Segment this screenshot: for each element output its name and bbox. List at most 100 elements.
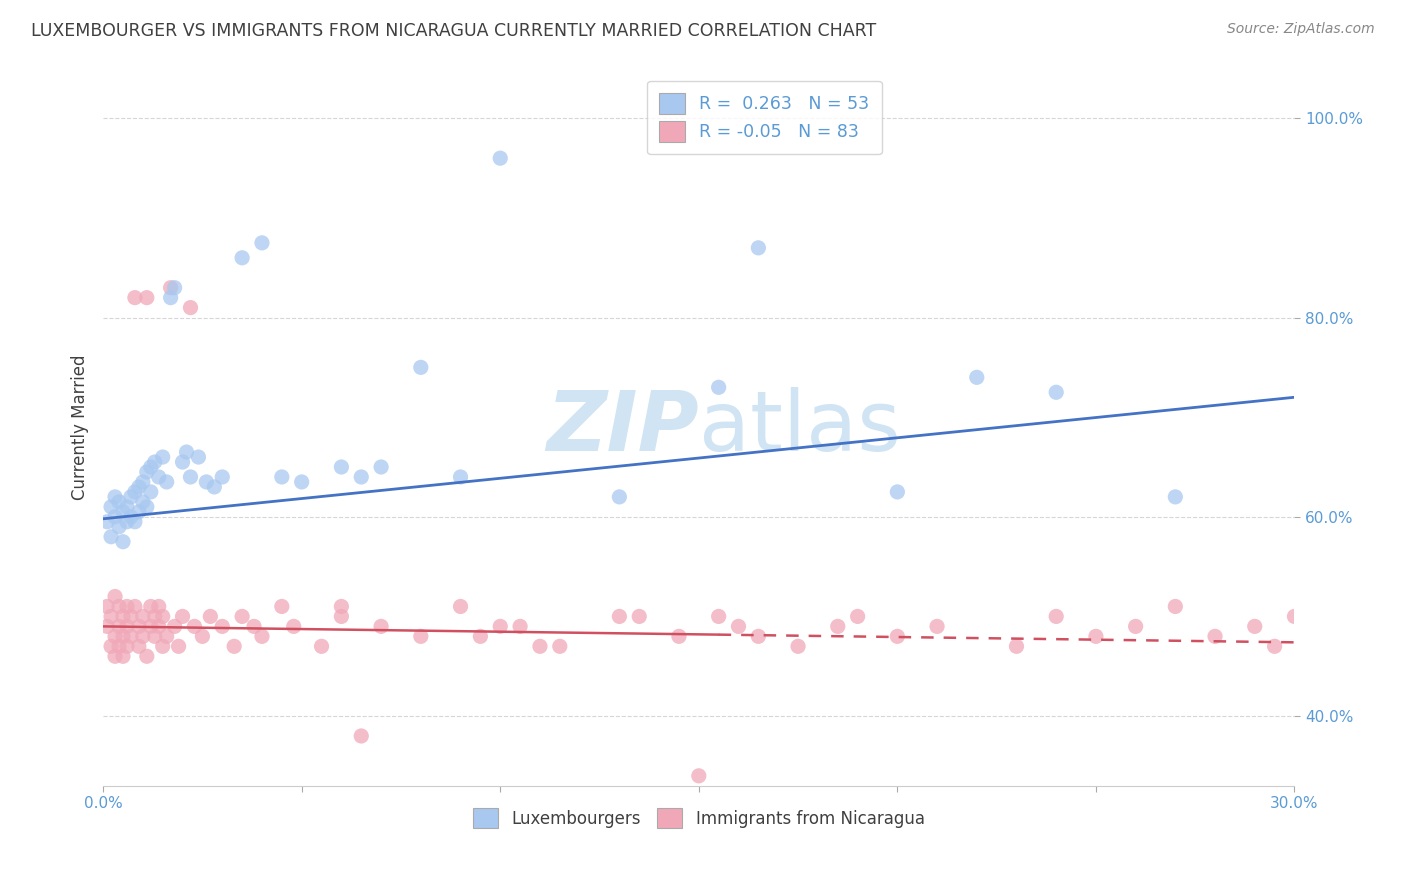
Point (707, 609, 730, 624)
Point (450, 599, 472, 614)
Point (128, 619, 150, 633)
Point (1164, 599, 1187, 614)
Point (115, 619, 138, 633)
Point (270, 470, 292, 484)
Point (409, 629, 432, 643)
Point (1264, 640, 1286, 654)
Point (132, 475, 155, 489)
Point (283, 619, 305, 633)
Point (183, 619, 205, 633)
Point (128, 480, 150, 494)
Point (470, 629, 492, 643)
Legend: Luxembourgers, Immigrants from Nicaragua: Luxembourgers, Immigrants from Nicaragua (467, 801, 931, 835)
Point (172, 455, 194, 469)
Point (120, 629, 142, 643)
Point (148, 619, 170, 633)
Point (330, 599, 353, 614)
Point (548, 640, 571, 654)
Point (350, 729, 373, 743)
Point (132, 495, 155, 509)
Point (128, 505, 150, 519)
Point (115, 515, 138, 529)
Point (1084, 629, 1107, 643)
Point (104, 649, 127, 664)
Point (124, 515, 146, 529)
Point (108, 495, 131, 509)
Point (224, 640, 246, 654)
Point (1005, 640, 1028, 654)
Text: LUXEMBOURGER VS IMMIGRANTS FROM NICARAGUA CURRENTLY MARRIED CORRELATION CHART: LUXEMBOURGER VS IMMIGRANTS FROM NICARAGU… (31, 22, 876, 40)
Point (124, 484, 146, 499)
Point (211, 619, 233, 633)
Point (108, 619, 131, 633)
Point (489, 151, 512, 165)
Point (1243, 619, 1265, 633)
Point (489, 619, 512, 633)
Text: ZIP: ZIP (546, 386, 699, 467)
Point (163, 281, 186, 295)
Point (409, 360, 432, 375)
Point (191, 629, 214, 643)
Point (202, 480, 225, 494)
Point (1045, 609, 1067, 624)
Text: Source: ZipAtlas.com: Source: ZipAtlas.com (1227, 22, 1375, 37)
Point (846, 609, 869, 624)
Point (111, 649, 134, 664)
Point (1284, 609, 1306, 624)
Point (104, 629, 127, 643)
Point (1164, 490, 1187, 504)
Point (96, 515, 118, 529)
Point (111, 534, 134, 549)
Point (163, 619, 186, 633)
Point (350, 470, 373, 484)
Point (135, 649, 157, 664)
Point (156, 475, 179, 489)
Point (172, 609, 194, 624)
Point (311, 640, 333, 654)
Point (135, 291, 157, 305)
Point (156, 629, 179, 643)
Point (195, 475, 218, 489)
Point (139, 619, 162, 633)
Point (330, 460, 353, 475)
Point (291, 475, 314, 489)
Point (827, 619, 849, 633)
Point (925, 619, 948, 633)
Point (100, 640, 122, 654)
Point (120, 609, 142, 624)
Point (148, 470, 170, 484)
Point (135, 465, 157, 479)
Point (668, 629, 690, 643)
Point (187, 450, 209, 464)
Point (100, 609, 122, 624)
Point (727, 619, 749, 633)
Point (747, 629, 769, 643)
Point (370, 619, 392, 633)
Point (509, 619, 531, 633)
Point (100, 530, 122, 544)
Point (120, 509, 142, 524)
Point (370, 460, 392, 475)
Point (143, 455, 166, 469)
Point (108, 640, 131, 654)
Point (108, 599, 131, 614)
Point (152, 640, 174, 654)
Point (148, 599, 170, 614)
Point (231, 609, 253, 624)
Point (100, 500, 122, 514)
Point (152, 450, 174, 464)
Point (152, 609, 174, 624)
Point (124, 599, 146, 614)
Point (115, 599, 138, 614)
Point (179, 301, 201, 315)
Point (231, 251, 253, 265)
Point (104, 590, 127, 604)
Point (1125, 619, 1147, 633)
Point (330, 609, 353, 624)
Point (179, 470, 201, 484)
Point (628, 609, 651, 624)
Point (115, 640, 138, 654)
Point (111, 609, 134, 624)
Point (250, 629, 273, 643)
Point (143, 629, 166, 643)
